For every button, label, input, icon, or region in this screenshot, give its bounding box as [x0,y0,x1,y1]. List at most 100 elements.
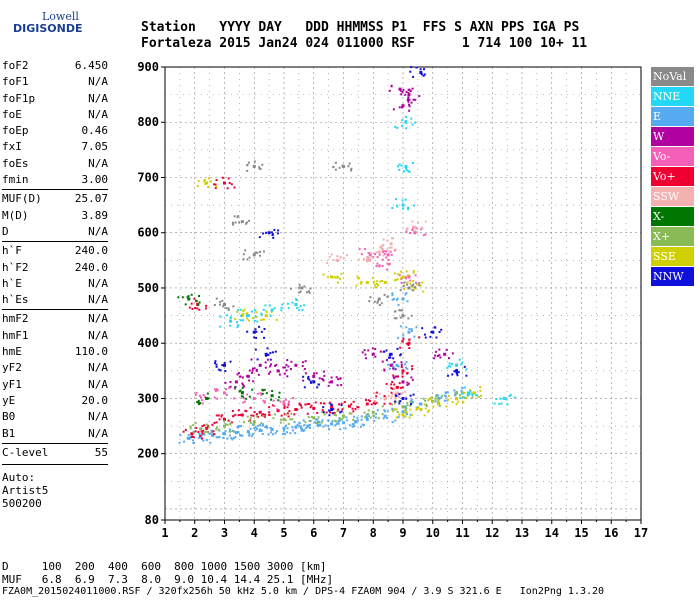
param-name: foE [2,107,22,121]
echo-pixel [392,357,395,360]
param-row: h`Es N/A [2,292,108,308]
echo-pixel [303,386,306,389]
echo-pixel [316,386,319,389]
echo-pixel [327,384,330,387]
echo-pixel [410,284,413,287]
echo-pixel [460,363,463,366]
echo-pixel [372,414,375,417]
echo-pixel [321,411,324,414]
echo-pixel [269,351,272,354]
echo-pixel [284,419,287,422]
echo-pixel [194,299,197,302]
echo-pixel [246,317,249,320]
echo-pixel [385,349,388,352]
echo-pixel [413,286,416,289]
echo-pixel [282,429,285,432]
echo-pixel [355,420,358,423]
echo-pixel [284,413,287,416]
series-nnw [213,66,468,417]
echo-pixel [336,255,339,258]
param-row: foEs N/A [2,156,108,172]
echo-pixel [293,413,296,416]
param-name: h`Es [2,293,29,307]
echo-pixel [338,419,341,422]
echo-pixel [317,416,320,419]
echo-pixel [269,370,272,373]
echo-pixel [380,245,383,248]
echo-pixel [241,382,244,385]
param-value: N/A [88,293,108,307]
echo-pixel [251,388,254,391]
legend-item-e: E [651,107,694,126]
echo-pixel [260,330,263,333]
data-point [330,422,334,426]
echo-pixel [397,375,400,378]
echo-pixel [386,417,389,420]
echo-pixel [272,417,275,420]
echo-pixel [398,413,401,416]
echo-pixel [232,305,235,308]
echo-pixel [299,290,302,293]
echo-pixel [300,429,303,432]
echo-pixel [397,165,400,168]
echo-pixel [379,350,382,353]
echo-pixel [406,381,409,384]
echo-pixel [479,386,482,389]
echo-pixel [411,285,414,288]
echo-pixel [408,328,411,331]
data-point [377,264,381,268]
echo-pixel [402,333,405,336]
echo-pixel [418,403,421,406]
echo-pixel [337,403,340,406]
data-point [431,330,435,334]
echo-pixel [365,399,368,402]
echo-pixel [392,365,395,368]
echo-pixel [302,419,305,422]
echo-pixel [213,396,216,399]
echo-pixel [332,408,335,411]
echo-pixel [408,170,411,173]
echo-pixel [309,287,312,290]
legend-item-vo: Vo+ [651,167,694,186]
echo-pixel [457,371,460,374]
echo-pixel [410,376,413,379]
echo-pixel [446,374,449,377]
echo-pixel [425,405,428,408]
echo-pixel [407,100,410,103]
echo-pixel [261,424,264,427]
echo-pixel [463,386,466,389]
echo-pixel [345,254,348,257]
echo-pixel [184,303,187,306]
echo-pixel [270,310,273,313]
echo-pixel [397,392,400,395]
echo-pixel [239,414,242,417]
echo-pixel [359,281,362,284]
echo-pixel [197,180,200,183]
echo-pixel [409,408,412,411]
echo-pixel [212,430,215,433]
echo-pixel [401,91,404,94]
echo-pixel [451,401,454,404]
echo-pixel [365,416,368,419]
echo-pixel [340,384,343,387]
echo-pixel [411,365,414,368]
echo-pixel [229,385,232,388]
x-tick-label: 4 [251,526,258,540]
data-point [270,394,274,398]
param-name: yE [2,393,16,407]
echo-pixel [264,361,267,364]
echo-pixel [436,355,439,358]
echo-pixel [364,357,367,360]
echo-pixel [250,414,253,417]
param-name: MUF(D) [2,192,42,206]
echo-pixel [397,400,400,403]
echo-pixel [294,408,297,411]
echo-pixel [283,413,286,416]
echo-pixel [335,414,338,417]
echo-pixel [197,303,200,306]
echo-pixel [414,281,417,284]
echo-pixel [509,393,512,396]
echo-pixel [381,280,384,283]
echo-pixel [245,397,248,400]
data-point [258,410,262,414]
